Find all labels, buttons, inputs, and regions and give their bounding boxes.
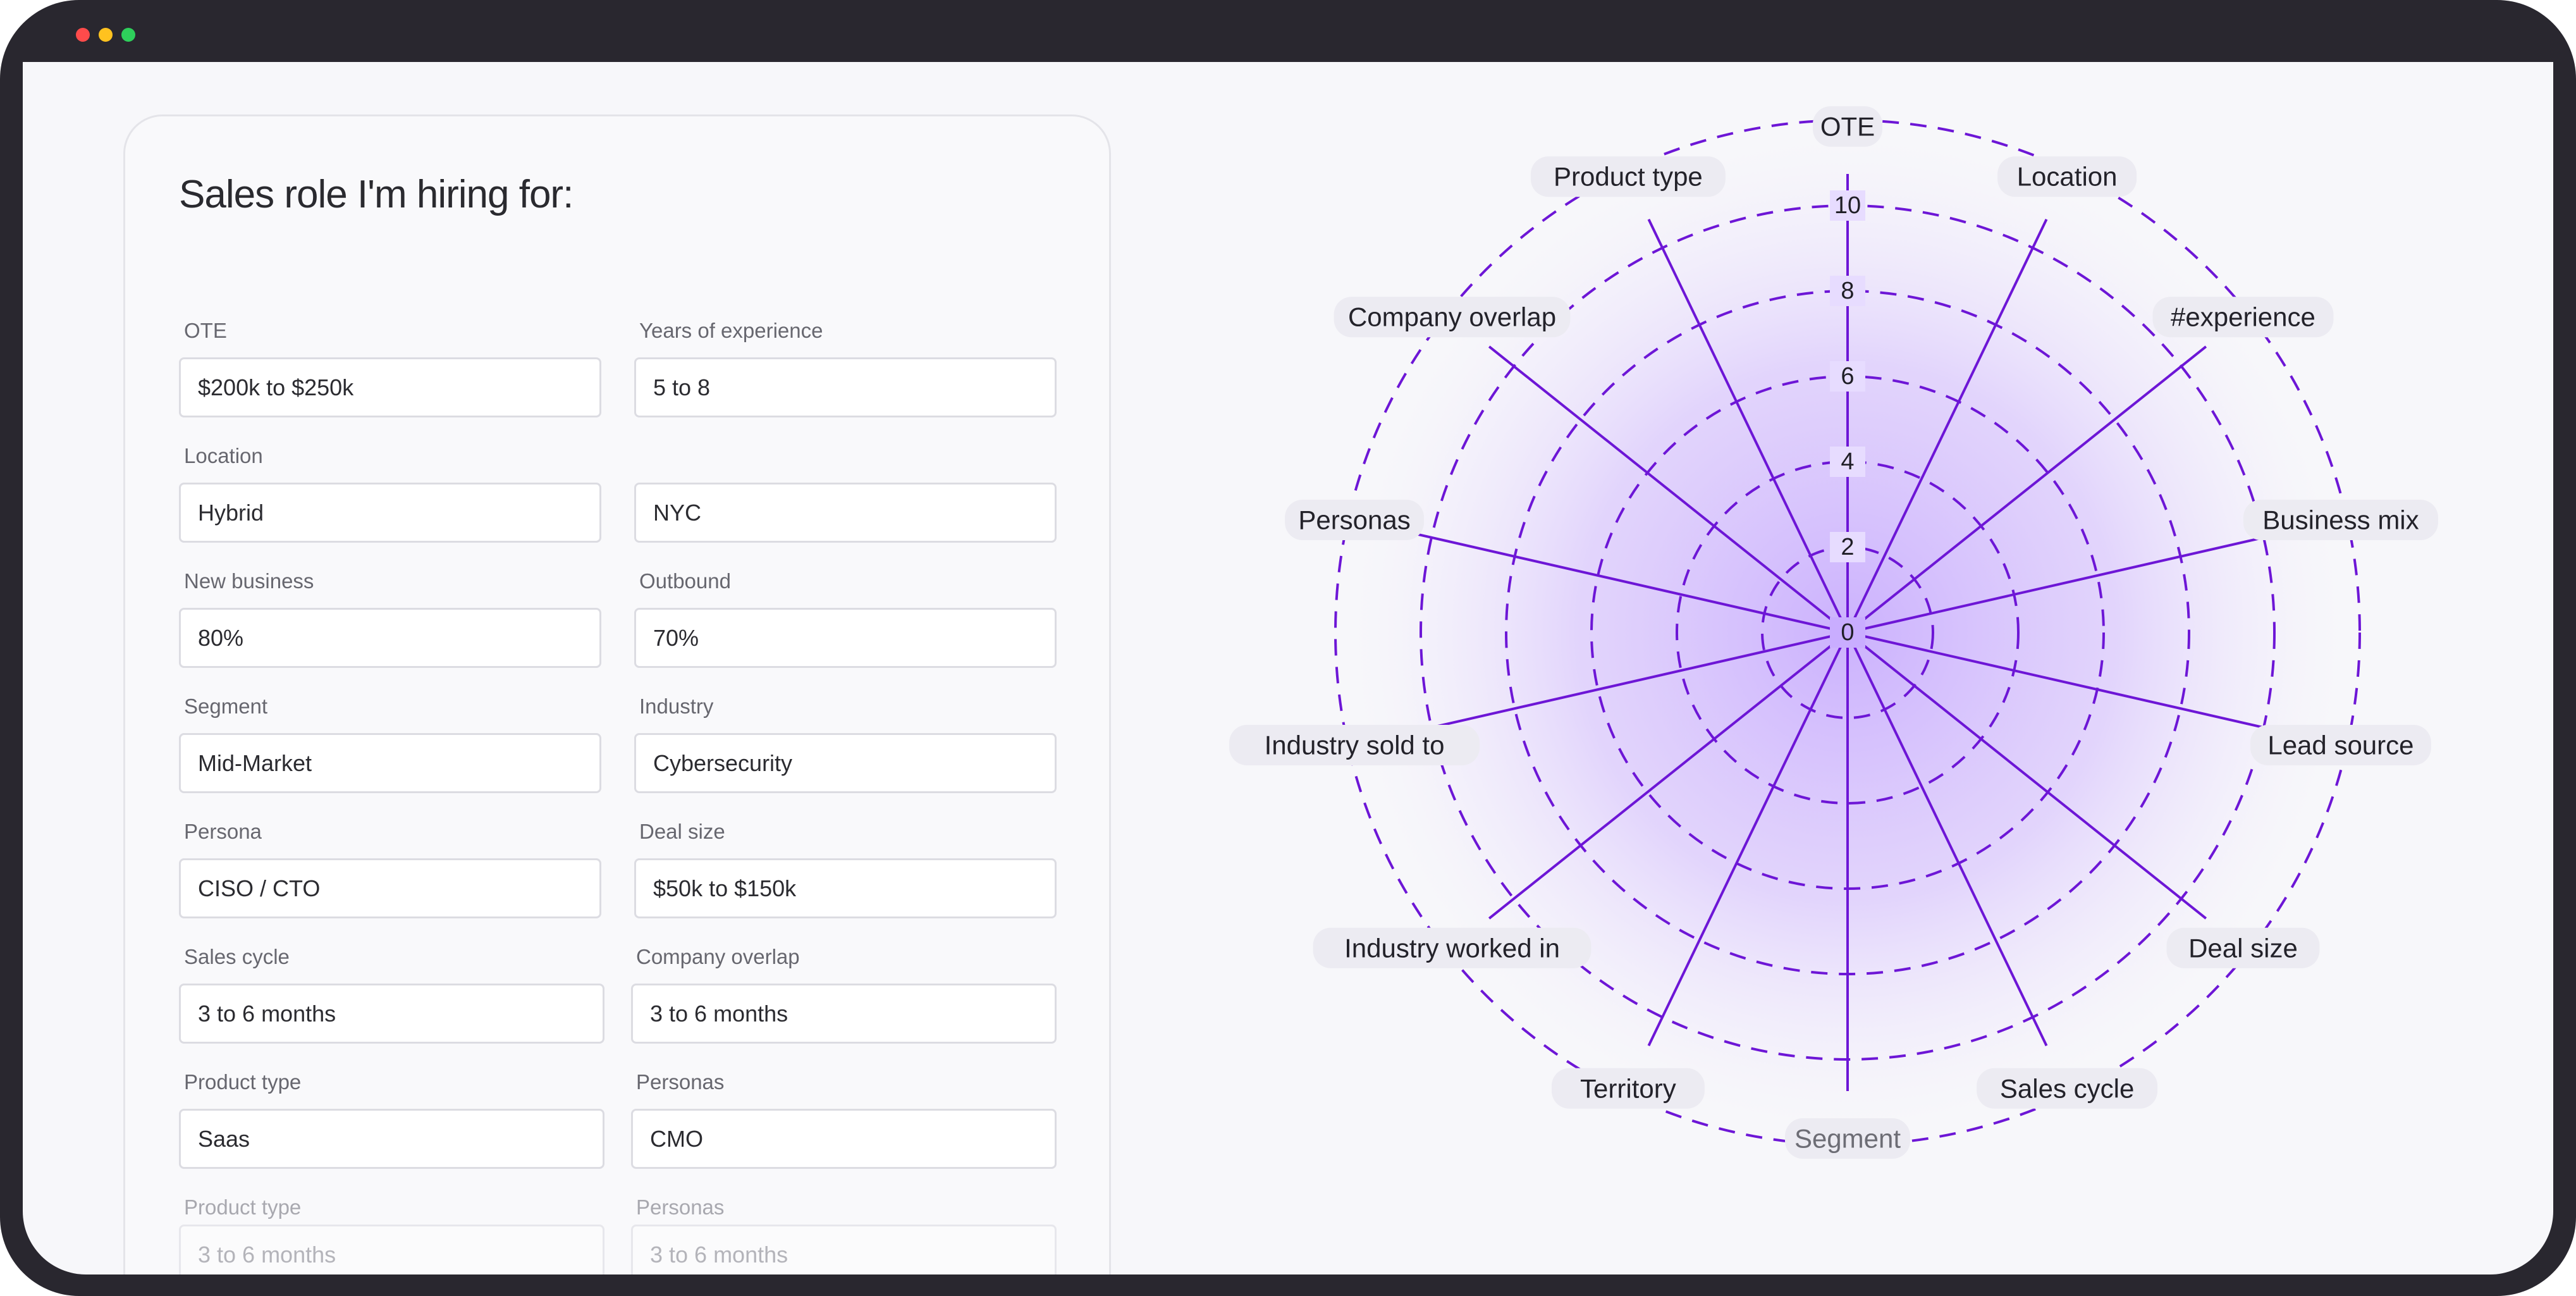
- radar-tick-8: 8: [1841, 278, 1854, 304]
- radar-axis-label-5: Lead source: [2250, 725, 2431, 766]
- radar-axis-label-text: Deal size: [2188, 933, 2298, 963]
- field-label-sales-cycle: Sales cycle: [184, 945, 290, 968]
- radar-axis-label-8: Segment: [1785, 1118, 1910, 1159]
- radar-axis-label-2: Location: [1997, 156, 2137, 197]
- segment-field[interactable]: Mid-Market: [179, 733, 601, 793]
- radar-spoke-6: [1846, 631, 2207, 920]
- product-type-extra-field[interactable]: 3 to 6 months: [179, 1225, 604, 1274]
- field-label-product-type-extra: Product type: [184, 1195, 302, 1219]
- field-label-ote: OTE: [184, 319, 227, 342]
- radar-spoke-10: [1488, 631, 1849, 920]
- radar-tick-10: 10: [1834, 192, 1861, 219]
- radar-tick-bg-6: [1830, 361, 1865, 392]
- field-label-persona: Persona: [184, 820, 262, 843]
- field-label-outbound: Outbound: [639, 569, 731, 593]
- radar-tick-2: 2: [1841, 534, 1854, 560]
- field-label-industry: Industry: [639, 694, 714, 718]
- minimize-window-dot[interactable]: [99, 28, 113, 42]
- hiring-form-card: Sales role I'm hiring for: OTE $200k to …: [123, 114, 1111, 1274]
- personas-extra-field[interactable]: 3 to 6 months: [631, 1225, 1057, 1274]
- field-label-location: Location: [184, 444, 263, 467]
- radar-axis-label-text: Company overlap: [1348, 302, 1556, 332]
- radar-spoke-11: [1400, 631, 1848, 736]
- radar-spoke-5: [1847, 631, 2295, 736]
- radar-axis-label-6: Deal size: [2166, 927, 2320, 968]
- radar-spoke-7: [1846, 632, 2048, 1047]
- radar-axis-label-text: #experience: [2171, 302, 2315, 332]
- sales-cycle-field[interactable]: 3 to 6 months: [179, 984, 604, 1044]
- radar-axis-label-text: Lead source: [2267, 731, 2413, 760]
- product-type-field[interactable]: Saas: [179, 1109, 604, 1169]
- radar-axis-label-text: Industry sold to: [1265, 731, 1445, 760]
- radar-ring-6: [1334, 119, 2361, 1146]
- radar-axis-label-10: Industry worked in: [1313, 927, 1592, 968]
- ote-field[interactable]: $200k to $250k: [179, 357, 601, 417]
- maximize-window-dot[interactable]: [121, 28, 135, 42]
- radar-axis-label-7: Sales cycle: [1977, 1068, 2158, 1109]
- radar-tick-bg-0: [1830, 617, 1865, 648]
- location-type-field[interactable]: Hybrid: [179, 483, 601, 543]
- radar-axis-label-14: Product type: [1530, 156, 1726, 197]
- deal-size-field[interactable]: $50k to $150k: [634, 858, 1057, 918]
- radar-chart: 0 2 4 6 8 10 OTE Location #experience Business m…: [1229, 106, 2438, 1159]
- radar-axis-label-text: Segment: [1794, 1124, 1901, 1154]
- radar-axis-label-text: Personas: [1298, 505, 1410, 534]
- field-label-new-business: New business: [184, 569, 314, 593]
- radar-tick-bg-8: [1830, 276, 1865, 306]
- field-label-personas-extra: Personas: [636, 1195, 725, 1219]
- radar-tick-4: 4: [1841, 448, 1854, 475]
- radar-tick-bg-4: [1830, 447, 1865, 477]
- radar-tick-bg-10: [1830, 190, 1865, 221]
- field-label-segment: Segment: [184, 694, 268, 718]
- new-business-field[interactable]: 80%: [179, 608, 601, 668]
- personas-field[interactable]: CMO: [631, 1109, 1057, 1169]
- radar-axis-label-text: OTE: [1820, 112, 1875, 142]
- close-window-dot[interactable]: [76, 28, 90, 42]
- outbound-field[interactable]: 70%: [634, 608, 1057, 668]
- radar-spoke-13: [1488, 345, 1849, 634]
- radar-ring-2: [1676, 460, 2020, 805]
- field-label-deal-size: Deal size: [639, 820, 725, 843]
- radar-spoke-12: [1400, 529, 1848, 634]
- field-label-company-overlap: Company overlap: [636, 945, 800, 968]
- radar-spoke-4: [1847, 529, 2295, 634]
- radar-axis-labels: OTE Location #experience Business mix Lead s…: [1229, 106, 2438, 1159]
- city-field[interactable]: NYC: [634, 483, 1057, 543]
- radar-axis-label-text: Territory: [1580, 1073, 1676, 1103]
- years-of-experience-field[interactable]: 5 to 8: [634, 357, 1057, 417]
- radar-axis-label-4: Business mix: [2243, 499, 2438, 540]
- radar-tick-bg-2: [1830, 532, 1865, 562]
- radar-axis-label-9: Territory: [1551, 1068, 1705, 1109]
- radar-axis-label-12: Personas: [1285, 499, 1425, 540]
- app-screen: Sales role I'm hiring for: OTE $200k to …: [23, 62, 2553, 1274]
- radar-axis-label-13: Company overlap: [1334, 297, 1571, 338]
- radar-spoke-9: [1647, 632, 1849, 1047]
- radar-tick-0: 0: [1841, 619, 1854, 646]
- radar-axis-label-text: Sales cycle: [2000, 1073, 2134, 1103]
- radar-spoke-3: [1846, 345, 2207, 634]
- radar-axis-label-text: Location: [2017, 162, 2118, 192]
- form-title: Sales role I'm hiring for:: [179, 173, 573, 216]
- field-label-product-type: Product type: [184, 1070, 302, 1094]
- field-label-years-of-experience: Years of experience: [639, 319, 823, 342]
- industry-field[interactable]: Cybersecurity: [634, 733, 1057, 793]
- field-label-personas: Personas: [636, 1070, 725, 1094]
- radar-axis-label-text: Product type: [1554, 162, 1703, 192]
- company-overlap-field[interactable]: 3 to 6 months: [631, 984, 1057, 1044]
- radar-tick-labels: 0 2 4 6 8 10: [1830, 190, 1865, 648]
- radar-axis-label-text: Industry worked in: [1344, 933, 1560, 963]
- radar-axis-label-text: Business mix: [2262, 505, 2419, 534]
- radar-axis-label-1: OTE: [1813, 106, 1882, 147]
- radar-axis-label-11: Industry sold to: [1229, 725, 1480, 766]
- radar-spoke-14: [1647, 218, 1849, 633]
- radar-tick-6: 6: [1841, 363, 1854, 390]
- radar-axis-label-3: #experience: [2152, 297, 2334, 338]
- radar-spoke-2: [1846, 218, 2048, 633]
- persona-field[interactable]: CISO / CTO: [179, 858, 601, 918]
